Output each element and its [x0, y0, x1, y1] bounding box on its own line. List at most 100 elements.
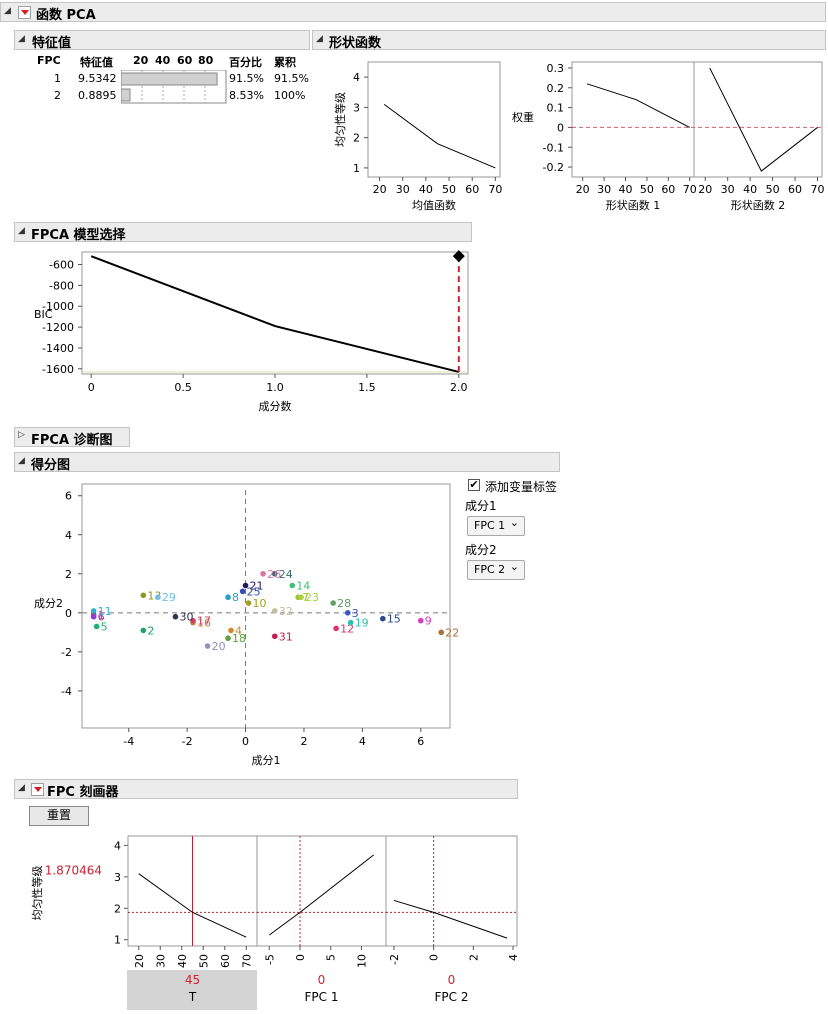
mean-y-axis-label: 均匀性等级 — [333, 92, 347, 147]
score-point-label: 12 — [340, 622, 354, 635]
row1-value: 9.5342 — [78, 72, 117, 85]
score-point-label: 20 — [212, 640, 226, 653]
score-point — [380, 615, 386, 622]
mean-y-tick-label: 2 — [353, 132, 360, 145]
score-point-label: 4 — [235, 624, 242, 637]
col-cumulative: 累积 — [274, 56, 296, 69]
score-point-label: 23 — [305, 591, 319, 604]
score-point — [333, 625, 339, 632]
row2-percent: 8.53% — [229, 89, 264, 102]
weight-x-tick-label: 30 — [597, 183, 611, 196]
score-point — [225, 594, 231, 601]
shape-function-2-label: 形状函数 2 — [731, 198, 786, 212]
add-labels-label: 添加变量标签 — [485, 480, 558, 494]
score-y-axis-label: 成分2 — [34, 597, 63, 610]
score-point — [90, 608, 97, 614]
weight-plot-frame — [571, 61, 823, 178]
component2-select[interactable]: FPC 2 — [467, 558, 525, 580]
bic-y-tick-label: -600 — [49, 259, 74, 272]
score-point — [245, 600, 252, 606]
diag-header[interactable]: ▷ FPCA 诊断图 — [14, 427, 130, 448]
score-point — [417, 617, 424, 624]
profiler-x-tick-label: 5 — [325, 954, 338, 961]
bic-line — [90, 255, 460, 373]
score-y-tick-label: -4 — [61, 685, 72, 698]
shape-function-2-line — [709, 67, 818, 172]
mean-x-tick-label: 60 — [465, 183, 479, 196]
profiler-x-tick-label: 70 — [240, 954, 253, 968]
profiler-x-tick-label: 2 — [467, 954, 480, 961]
score-x-tick-label: 0 — [242, 735, 249, 748]
col-eigenvalue: 特征值 — [80, 56, 113, 69]
reset-button[interactable]: 重置 — [29, 806, 89, 826]
red-triangle-menu-icon[interactable] — [18, 6, 31, 19]
score-point — [344, 610, 351, 616]
row1-percent: 91.5% — [229, 72, 264, 85]
score-point-label: 6 — [98, 611, 105, 624]
score-point-label: 14 — [296, 580, 310, 593]
expand-triangle-icon[interactable]: ▷ — [18, 430, 25, 440]
score-plot-frame — [81, 483, 451, 729]
shape-title: 形状函数 — [329, 36, 382, 51]
weight-y-tick-label: 0.1 — [547, 102, 565, 115]
score-y-tick-label: 0 — [65, 607, 72, 620]
score-point — [90, 613, 97, 620]
report-header: ◢ 函数 PCA — [0, 2, 826, 23]
score-point-label: 16 — [197, 617, 211, 630]
component2-label: 成分2 — [465, 543, 497, 557]
eigen-table: FPC 特征值 20 40 60 80 百分比 累积 1 9.5342 91.5… — [30, 54, 320, 106]
profiler-x-tick-label: 4 — [507, 954, 520, 961]
bic-x-tick-label: 1.0 — [266, 381, 284, 394]
score-point — [228, 627, 234, 634]
collapse-triangle-icon[interactable]: ◢ — [4, 6, 11, 16]
profiler-x-value: 45 — [185, 973, 200, 987]
bic-x-tick-label: 0 — [88, 381, 95, 394]
profiler-y-tick-label: 4 — [114, 839, 121, 852]
collapse-triangle-icon[interactable]: ◢ — [316, 34, 323, 44]
score-x-tick-label: 2 — [300, 735, 307, 748]
bic-plot: -600 -800 -1000 -1200 -1400 -1600 0 0.5 1.0 1.5 2.… — [34, 250, 469, 413]
score-point-label: 10 — [252, 597, 266, 610]
checkbox-checked-icon[interactable]: ✔ — [468, 478, 480, 491]
score-point-label: 5 — [101, 620, 108, 633]
add-labels-checkbox-row[interactable]: ✔ 添加变量标签 — [468, 478, 568, 494]
score-point-label: 18 — [232, 632, 246, 645]
component1-select[interactable]: FPC 1 — [467, 514, 525, 536]
mean-y-tick-label: 4 — [353, 71, 360, 84]
bar-tick-40: 40 — [155, 54, 171, 67]
row2-cum: 100% — [274, 89, 306, 102]
weight-x-tick-label: 50 — [766, 183, 780, 196]
profiler-x-tick-label: 10 — [355, 954, 368, 968]
profiler-y-tick-label: 3 — [114, 871, 121, 884]
eigen-bar-2 — [121, 88, 131, 102]
bic-plot-frame — [81, 251, 469, 375]
collapse-triangle-icon[interactable]: ◢ — [18, 783, 25, 793]
collapse-triangle-icon[interactable]: ◢ — [18, 226, 25, 236]
row1-cum: 91.5% — [274, 72, 309, 85]
profiler-x-tick-label: 20 — [133, 954, 146, 968]
score-point-label: 19 — [355, 617, 369, 630]
bic-title: FPCA 模型选择 — [31, 228, 126, 243]
profiler-title: FPC 刻画器 — [47, 785, 119, 800]
row2-fpc: 2 — [54, 89, 61, 102]
mean-x-axis-label: 均值函数 — [412, 199, 456, 212]
scores-header: ◢ 得分图 — [14, 452, 560, 473]
score-point-label: 26 — [267, 568, 281, 581]
shape-function-1-line — [586, 83, 690, 128]
diag-title: FPCA 诊断图 — [31, 433, 113, 448]
score-point — [190, 617, 196, 624]
score-point — [93, 623, 100, 630]
score-point-label: 17 — [197, 615, 211, 628]
score-point-label: 28 — [337, 597, 351, 610]
component1-value: FPC 1 — [474, 519, 506, 532]
collapse-triangle-icon[interactable]: ◢ — [18, 34, 25, 44]
shape-function-1-label: 形状函数 1 — [606, 198, 661, 212]
profiler-trace-line — [393, 899, 508, 939]
scores-title: 得分图 — [31, 458, 71, 473]
score-x-axis-label: 成分1 — [252, 754, 281, 767]
score-point — [271, 608, 278, 614]
collapse-triangle-icon[interactable]: ◢ — [18, 456, 25, 466]
bic-y-axis-label: BIC — [34, 308, 53, 321]
red-triangle-menu-icon[interactable] — [31, 783, 44, 796]
